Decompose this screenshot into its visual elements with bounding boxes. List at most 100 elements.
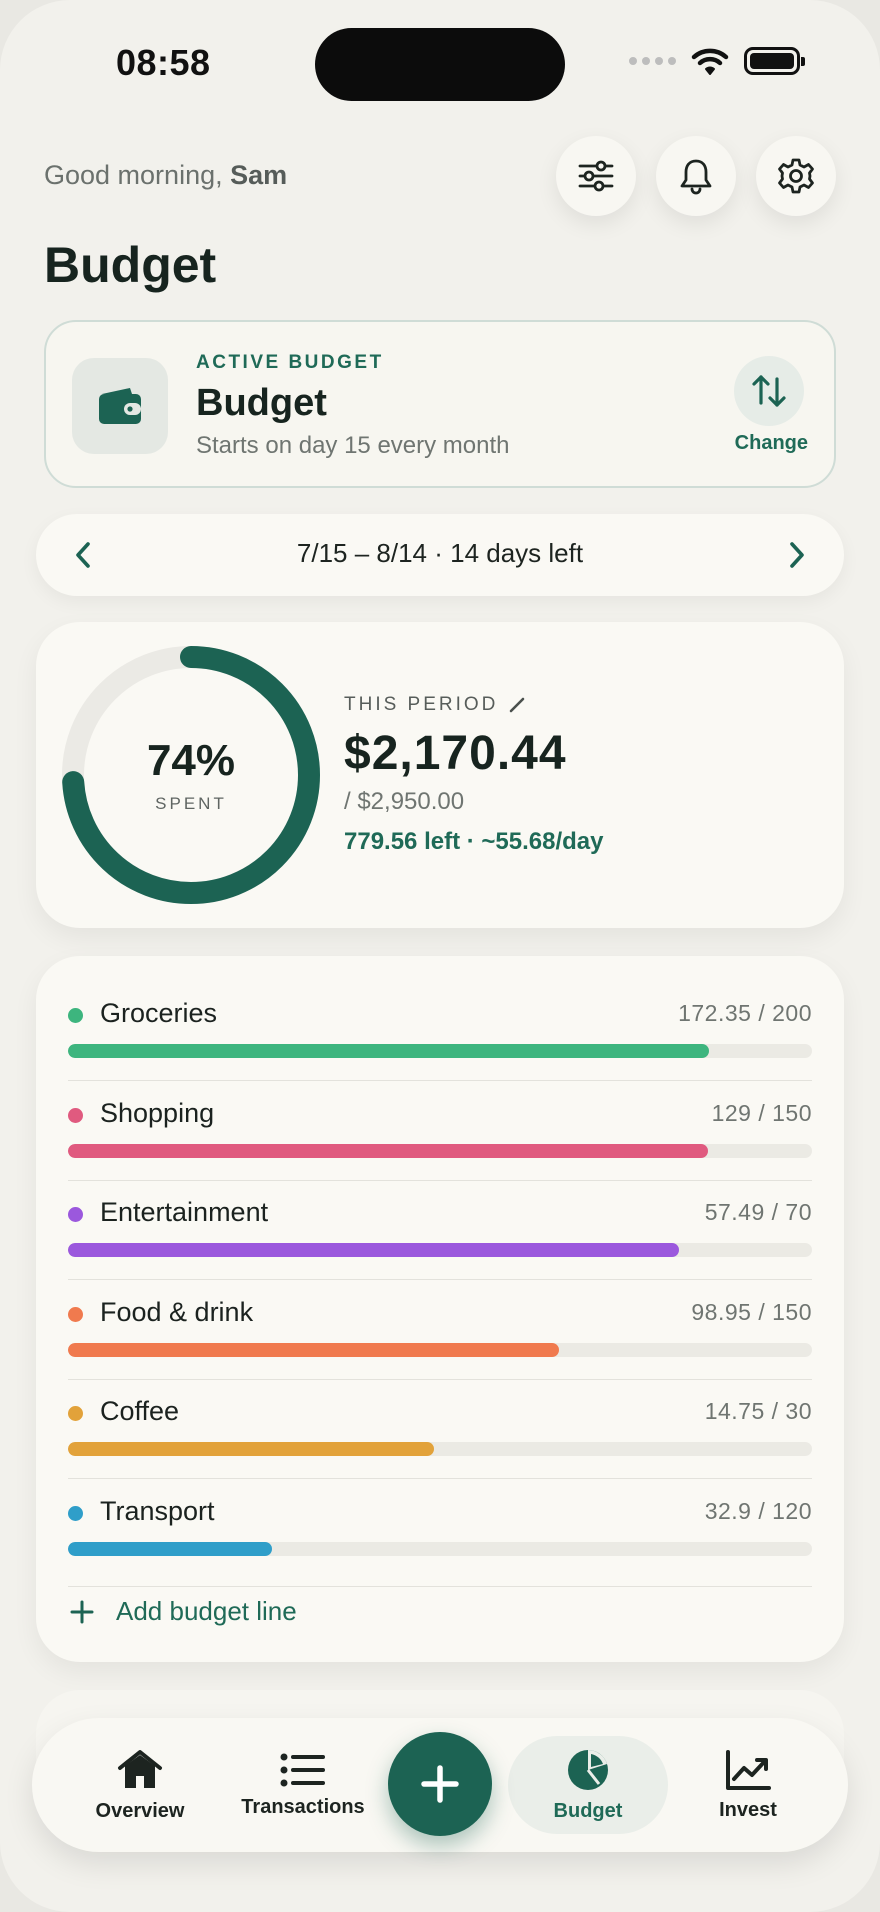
category-progress-fill (68, 1143, 708, 1158)
pencil-icon[interactable] (508, 696, 526, 714)
plus-icon (421, 1765, 459, 1803)
category-name: Entertainment (100, 1197, 269, 1227)
greeting-prefix: Good morning, (44, 160, 223, 190)
spent-ring: 74% SPENT (60, 644, 322, 906)
list-icon (280, 1753, 325, 1786)
active-budget-label: ACTIVE BUDGET (196, 352, 384, 373)
budget-line-row[interactable]: Transport 32.9 / 120 (68, 1480, 812, 1579)
greeting-name: Sam (230, 160, 288, 190)
category-dot (68, 1107, 83, 1123)
active-budget-name: Budget (196, 382, 327, 424)
category-amount: 14.75 / 30 (704, 1398, 812, 1424)
tab-overview[interactable]: Overview (60, 1718, 220, 1852)
category-name: Shopping (100, 1097, 215, 1128)
budget-line-row[interactable]: Food & drink 98.95 / 150 (68, 1281, 812, 1380)
gear-icon (778, 158, 814, 194)
battery-icon (744, 47, 805, 75)
wifi-icon (691, 48, 729, 75)
budget-line-row[interactable]: Shopping 129 / 150 (68, 1082, 812, 1181)
budget-line-row[interactable]: Groceries 172.35 / 200 (68, 982, 812, 1081)
tab-overview-label: Overview (95, 1799, 185, 1822)
category-name: Food & drink (100, 1296, 254, 1327)
wallet-icon (99, 388, 141, 424)
status-icons (629, 46, 805, 76)
settings-button[interactable] (756, 136, 836, 216)
spent-label: SPENT (155, 794, 227, 813)
change-budget-button[interactable] (734, 356, 804, 426)
category-progress-fill (68, 1342, 559, 1357)
add-budget-line-label: Add budget line (116, 1596, 297, 1626)
bottom-tab-bar: Overview Transactions Budget (32, 1718, 848, 1852)
category-amount: 129 / 150 (711, 1099, 812, 1126)
period-navigator: 7/15 – 8/14 · 14 days left (36, 514, 844, 596)
status-time: 08:58 (116, 42, 211, 83)
sliders-icon (578, 160, 614, 192)
divider (68, 1179, 812, 1181)
tab-invest[interactable]: Invest (668, 1718, 828, 1852)
budget-lines-card: Groceries 172.35 / 200 Shopping 129 / 150 En… (36, 956, 844, 1662)
chevron-right-icon (790, 542, 804, 568)
category-progress-track (68, 1143, 812, 1158)
category-dot (68, 1406, 83, 1421)
filter-button[interactable] (556, 136, 636, 216)
category-progress-fill (68, 1442, 434, 1456)
divider (68, 1378, 812, 1380)
home-icon (118, 1749, 162, 1788)
category-progress-fill (68, 1243, 680, 1257)
tab-transactions[interactable]: Transactions (218, 1718, 388, 1852)
category-progress-track (68, 1541, 812, 1556)
spent-amount: $2,170.44 (344, 727, 567, 780)
category-progress-track (68, 1243, 812, 1257)
divider (68, 1279, 812, 1280)
divider (68, 1478, 812, 1479)
category-progress-track (68, 1044, 812, 1058)
budget-line-row[interactable]: Entertainment 57.49 / 70 (68, 1181, 812, 1280)
category-progress-track (68, 1442, 812, 1456)
bell-icon (680, 159, 712, 195)
add-budget-line-button[interactable]: Add budget line (70, 1596, 297, 1627)
category-amount: 98.95 / 150 (691, 1298, 812, 1325)
this-period-label: THIS PERIOD (344, 694, 526, 716)
tab-budget-label: Budget (553, 1799, 623, 1822)
tab-transactions-label: Transactions (241, 1795, 365, 1818)
active-budget-subtitle: Starts on day 15 every month (196, 432, 510, 459)
category-name: Groceries (100, 998, 218, 1028)
trend-chart-icon (726, 1749, 771, 1790)
wallet-tile (72, 358, 168, 454)
add-transaction-button[interactable] (388, 1732, 492, 1836)
period-summary-card: 74% SPENT THIS PERIOD $2,170.44 / $2,950… (36, 622, 844, 928)
category-dot (68, 1505, 83, 1521)
tab-budget[interactable]: Budget (508, 1718, 668, 1852)
divider (68, 1080, 812, 1081)
notifications-button[interactable] (656, 136, 736, 216)
dynamic-island (315, 28, 565, 101)
category-progress-track (68, 1342, 812, 1357)
category-dot (68, 1008, 83, 1023)
category-dot (68, 1306, 83, 1322)
category-progress-fill (68, 1541, 272, 1556)
greeting: Good morning, Sam (44, 160, 287, 191)
category-amount: 172.35 / 200 (678, 1000, 812, 1026)
page-title: Budget (44, 237, 217, 293)
swap-arrows-icon (752, 375, 786, 407)
category-amount: 32.9 / 120 (704, 1497, 812, 1524)
category-progress-fill (68, 1044, 710, 1058)
spent-percent: 74% (146, 736, 236, 785)
plus-icon (70, 1600, 94, 1623)
pie-chart-icon (568, 1749, 608, 1790)
previous-period-button[interactable] (62, 534, 104, 576)
category-name: Transport (100, 1495, 215, 1526)
active-budget-card[interactable]: ACTIVE BUDGET Budget Starts on day 15 ev… (44, 320, 836, 488)
category-name: Coffee (100, 1396, 180, 1426)
chevron-left-icon (76, 542, 90, 568)
this-period-text: THIS PERIOD (344, 694, 499, 715)
next-period-button[interactable] (776, 534, 818, 576)
divider (68, 1586, 812, 1587)
change-budget-label[interactable]: Change (734, 432, 808, 454)
category-dot (68, 1207, 83, 1222)
ring-progress (62, 646, 320, 904)
budget-line-row[interactable]: Coffee 14.75 / 30 (68, 1380, 812, 1479)
remaining-summary: 779.56 left · ~55.68/day (344, 828, 604, 855)
budget-total: / $2,950.00 (344, 788, 465, 815)
